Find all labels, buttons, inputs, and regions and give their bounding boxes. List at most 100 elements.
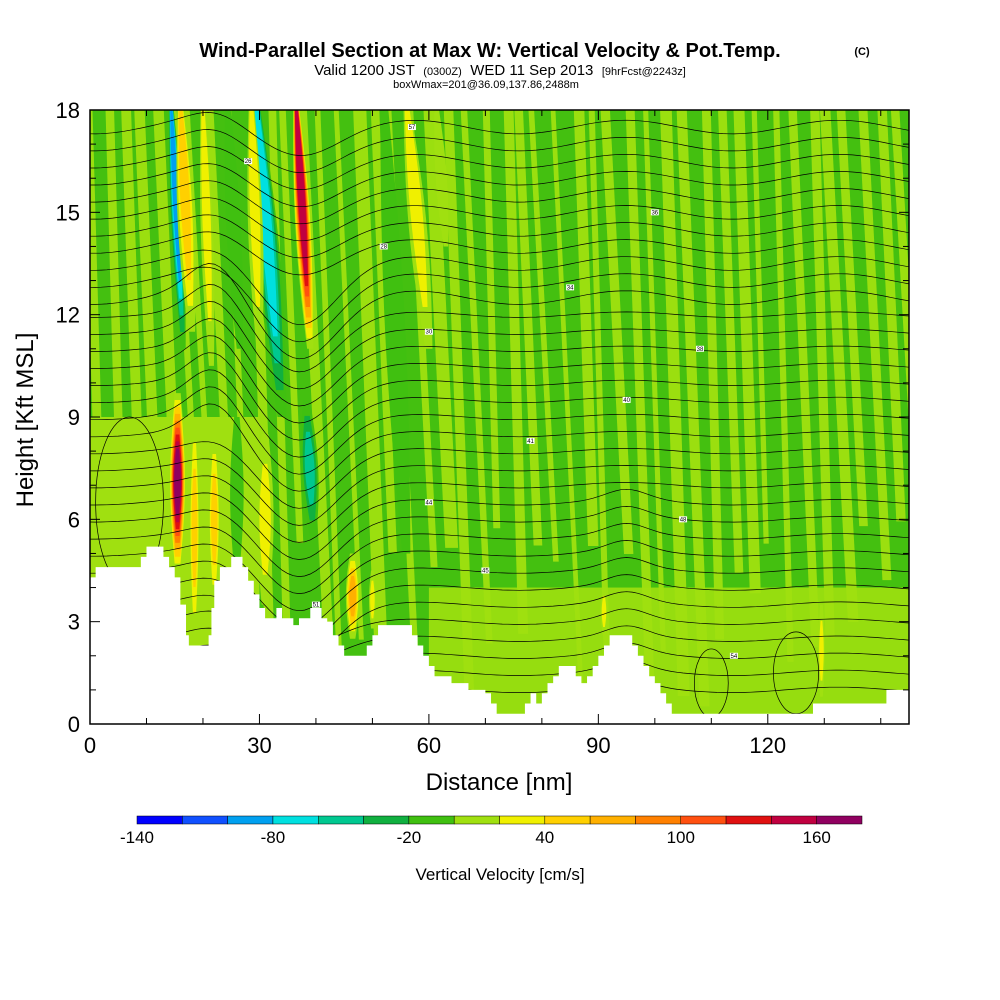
colorbar-swatch: [182, 815, 228, 825]
velocity-band: [503, 110, 529, 634]
y-tick-label: 3: [68, 610, 80, 635]
theta-label: 38: [697, 347, 704, 353]
theta-label: 48: [680, 517, 687, 523]
velocity-band: [733, 110, 761, 594]
velocity-band: [660, 110, 690, 697]
velocity-band: [423, 110, 459, 548]
colorbar-swatch: [635, 815, 681, 825]
theta-label-box: [622, 396, 631, 403]
theta-label: 54: [731, 654, 738, 660]
velocity-core: [211, 473, 218, 565]
velocity-band: [573, 110, 599, 547]
theta-contour-line: [90, 284, 909, 373]
velocity-core: [259, 463, 271, 575]
velocity-band: [443, 110, 475, 720]
theta-contour-line: [90, 231, 909, 276]
velocity-core: [349, 575, 357, 617]
theta-label-box: [566, 284, 575, 291]
colorbar-tick-label: -80: [261, 828, 286, 847]
theta-contour-line: [90, 263, 909, 360]
theta-contour-line: [90, 163, 909, 208]
title-block: Wind-Parallel Section at Max W: Vertical…: [199, 40, 870, 91]
chart-subtitle2: boxWmax=201@36.09,137.86,2488m: [393, 79, 579, 91]
theta-contour-loop: [773, 631, 819, 715]
colorbar-swatch: [544, 815, 591, 825]
colorbar-swatch: [136, 815, 183, 825]
theta-contour-line: [90, 301, 909, 390]
terrain-mask: [90, 546, 909, 724]
theta-label-box: [424, 499, 433, 506]
velocity-band: [370, 110, 397, 553]
velocity-band: [810, 110, 835, 638]
theta-label-box: [424, 328, 433, 335]
subtitle-prefix: Valid 1200 JST: [314, 62, 415, 79]
velocity-core: [370, 580, 375, 619]
velocity-band: [279, 110, 304, 544]
y-tick-label: 12: [56, 303, 80, 328]
velocity-core: [434, 110, 449, 247]
theta-label: 26: [245, 159, 252, 165]
x-axis-label: Distance [nm]: [426, 769, 573, 796]
colorbar-swatch: [816, 815, 863, 825]
theta-contour-line: [90, 352, 909, 441]
x-tick-label: 30: [247, 733, 271, 758]
colorbar-tick-label: -140: [120, 828, 154, 847]
theta-label-box: [379, 243, 388, 250]
theta-label-box: [481, 567, 490, 574]
theta-contour-line: [90, 403, 909, 492]
theta-contour-line: [90, 441, 909, 509]
velocity-core: [201, 110, 212, 322]
x-tick-label: 120: [749, 733, 786, 758]
subtitle-date: WED 11 Sep 2013: [470, 62, 593, 79]
colorbar-swatch: [408, 815, 455, 825]
theta-contour-line: [90, 146, 909, 190]
velocity-band: [701, 110, 725, 640]
y-tick-label: 0: [68, 712, 80, 737]
velocity-band: [588, 110, 612, 717]
theta-contour-line: [90, 458, 909, 526]
theta-label-box: [696, 345, 705, 352]
y-tick-label: 15: [56, 200, 80, 225]
theta-label-box: [244, 158, 253, 165]
velocity-band: [600, 110, 634, 554]
theta-contour-line: [90, 386, 909, 475]
colorbar-swatch: [725, 815, 772, 825]
theta-label: 30: [426, 330, 433, 336]
colorbar: -140 -80 -20 40 100 160: [120, 815, 863, 847]
theta-label: 57: [409, 125, 416, 131]
theta-label: 34: [567, 285, 574, 291]
theta-contour-line: [90, 197, 909, 242]
velocity-band: [528, 110, 559, 562]
x-tick-label: 60: [417, 733, 441, 758]
theta-contour-line: [90, 129, 909, 173]
velocity-core: [304, 431, 315, 505]
velocity-band: [333, 110, 364, 640]
theta-label-box: [729, 652, 738, 659]
velocity-band: [482, 110, 501, 529]
velocity-core: [178, 110, 192, 280]
theta-contour-labels: 26 28 30 34 36 38 40 41 44 45 48 51 54 57: [244, 124, 738, 660]
y-axis-label: Height [Kft MSL]: [12, 333, 39, 508]
x-tick-label: 90: [586, 733, 610, 758]
colorbar-tick-label: 100: [667, 828, 695, 847]
theta-label: 45: [482, 569, 489, 575]
chart-subtitle: Valid 1200 JST (0300Z) WED 11 Sep 2013 […: [314, 62, 686, 79]
velocity-band: [858, 110, 892, 581]
velocity-band: [676, 110, 710, 707]
colorbar-swatch: [272, 815, 319, 825]
theta-label: 44: [426, 500, 433, 506]
theta-contour-line: [90, 506, 909, 577]
theta-label: 41: [527, 439, 534, 445]
y-tick-label: 6: [68, 507, 80, 532]
theta-label-box: [526, 437, 535, 444]
plot-area: 26 28 30 34 36 38 40 41 44 45 48 51 54 57: [90, 110, 909, 724]
velocity-band: [836, 110, 868, 527]
theta-contour-line: [90, 369, 909, 458]
velocity-core: [819, 620, 824, 681]
theta-contour-line: [90, 112, 909, 156]
subtitle-forecast: [9hrFcst@2243z]: [602, 66, 686, 78]
velocity-band: [877, 110, 906, 522]
colorbar-tick-label: 40: [535, 828, 554, 847]
